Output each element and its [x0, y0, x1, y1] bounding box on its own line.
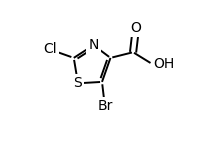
- Text: O: O: [130, 21, 141, 35]
- Text: OH: OH: [153, 57, 174, 71]
- Text: Cl: Cl: [43, 42, 57, 56]
- Text: Br: Br: [97, 99, 113, 113]
- Text: S: S: [74, 76, 82, 90]
- Text: N: N: [88, 38, 99, 52]
